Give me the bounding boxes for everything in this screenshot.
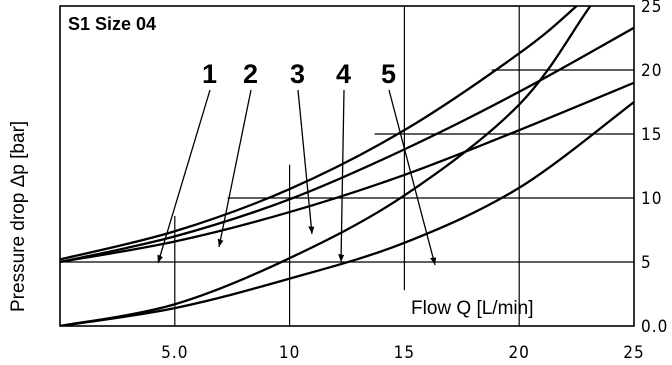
leader-line-4: [340, 89, 345, 263]
y-tick-label-6: 25: [641, 0, 662, 17]
x-tick-label-4: 20: [508, 343, 529, 363]
x-tick-label-1: 5.0: [161, 343, 188, 363]
series-line-5: [60, 101, 634, 326]
series-line-2: [60, 26, 634, 264]
leader-line-2: [218, 89, 252, 248]
leader-line-5: [388, 89, 436, 266]
leader-arrow-1: [157, 254, 163, 263]
grid-lines: [60, 6, 634, 326]
leader-arrow-2: [217, 238, 224, 247]
x-axis-title: Flow Q [L/min]: [411, 298, 533, 319]
chart-title: S1 Size 04: [68, 14, 156, 34]
y-tick-label-3: 10: [641, 189, 662, 209]
plot-frame: [59, 5, 635, 327]
label-leaders: [157, 89, 437, 266]
series-line-3: [60, 81, 634, 264]
y-tick-label-1: 0.0: [641, 317, 668, 337]
series-line-1: [60, 6, 579, 261]
y-tick-label-2: 5: [641, 253, 652, 273]
leader-line-1: [157, 89, 211, 264]
curve-label-4: 4: [336, 59, 351, 89]
leader-arrow-3: [308, 226, 315, 234]
leader-arrow-5: [430, 257, 437, 265]
labels: S1 Size 04 Flow Q [L/min] Pressure drop …: [8, 14, 533, 319]
y-axis-title: Pressure drop Δp [bar]: [8, 121, 29, 312]
series-line-4: [60, 6, 592, 326]
curve-label-2: 2: [243, 59, 258, 89]
curve-label-1: 1: [202, 59, 217, 89]
x-tick-label-2: 10: [279, 343, 300, 363]
y-tick-label-5: 20: [641, 61, 662, 81]
curve-label-3: 3: [290, 59, 305, 89]
curve-label-5: 5: [381, 59, 396, 89]
leader-arrow-4: [338, 253, 345, 262]
leader-line-3: [297, 89, 313, 235]
x-tick-label-3: 15: [394, 343, 415, 363]
x-tick-label-5: 25: [623, 343, 644, 363]
y-tick-label-4: 15: [641, 125, 662, 145]
series-group: [60, 6, 634, 326]
